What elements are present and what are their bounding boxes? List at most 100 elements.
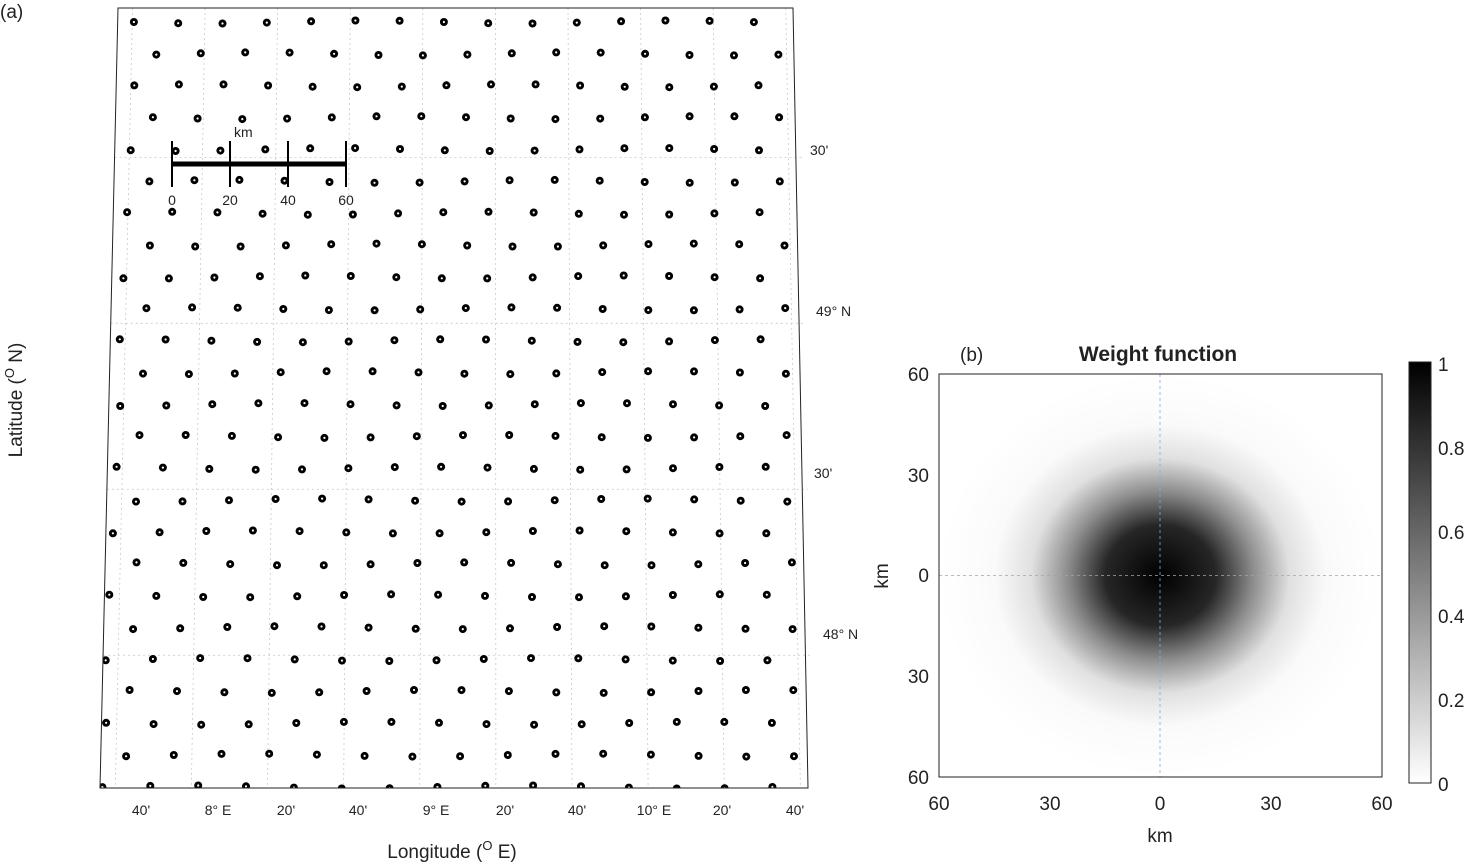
station-point-center — [601, 371, 604, 374]
station-point-center — [216, 211, 219, 214]
station-points — [100, 16, 812, 788]
station-point-center — [158, 531, 161, 534]
station-point-center — [508, 433, 511, 437]
station-point-center — [172, 753, 175, 757]
meridian-line — [267, 7, 279, 789]
station-point-center — [246, 657, 249, 660]
station-point-center — [182, 561, 185, 565]
station-point-center — [712, 85, 716, 88]
station-point-center — [810, 404, 812, 406]
x-tick-label: 30 — [1039, 794, 1060, 815]
station-point-center — [133, 84, 136, 87]
station-point-center — [463, 180, 466, 183]
station-point-center — [599, 51, 602, 54]
station-point-center — [719, 659, 722, 663]
station-point — [100, 305, 105, 314]
scale-bar-label: 40 — [280, 192, 296, 208]
station-point-center — [420, 243, 423, 246]
station-point-center — [603, 564, 606, 567]
station-point-center — [461, 434, 465, 437]
station-point-center — [744, 561, 747, 565]
station-point-center — [733, 181, 736, 184]
lat-tick-label: 30' — [814, 465, 832, 481]
station-point-center — [400, 85, 403, 88]
station-point-center — [483, 594, 487, 598]
station-point-center — [175, 690, 179, 693]
station-point-center — [697, 754, 700, 758]
station-point-center — [693, 436, 696, 439]
y-tick-label: 60 — [908, 768, 929, 789]
station-point-center — [264, 148, 267, 151]
station-point-center — [675, 720, 678, 724]
station-point-center — [126, 211, 129, 214]
y-axis-label: Latitude (O N) — [2, 343, 27, 458]
station-point — [807, 401, 808, 410]
station-point-center — [556, 625, 559, 629]
station-point-center — [369, 436, 372, 439]
station-point-center — [602, 752, 605, 755]
station-point-center — [650, 564, 653, 567]
station-point-center — [510, 306, 513, 309]
station-point — [802, 335, 808, 344]
station-point-center — [713, 339, 717, 342]
map-frame — [99, 7, 809, 789]
longitude-ticks: 40' 8° E 20' 40' 9° E 20' 40' 10° E 20' … — [132, 802, 804, 818]
station-point-center — [415, 435, 418, 438]
station-point-center — [390, 593, 393, 596]
station-point-center — [330, 243, 333, 246]
station-point-center — [165, 404, 168, 407]
station-point-center — [784, 307, 787, 310]
station-point-center — [697, 563, 700, 566]
station-point-center — [509, 373, 512, 376]
station-point-center — [345, 531, 348, 534]
station-point-center — [643, 116, 647, 119]
station-point-center — [509, 117, 512, 120]
station-point-center — [713, 147, 716, 151]
station-point-center — [279, 371, 282, 374]
scale-bar: km 0 20 40 60 — [168, 124, 354, 208]
station-point-center — [649, 753, 653, 756]
station-point-center — [107, 115, 110, 118]
station-point-center — [288, 51, 291, 54]
station-point-center — [757, 84, 760, 87]
station-point-center — [167, 277, 170, 280]
station-point-center — [485, 531, 488, 534]
station-point-center — [600, 436, 603, 439]
station-point-center — [318, 691, 321, 694]
meridian-line — [190, 7, 206, 789]
station-point-center — [437, 721, 441, 724]
station-point-center — [354, 19, 357, 22]
station-point-center — [718, 593, 721, 596]
station-point-center — [553, 178, 556, 181]
station-point — [799, 147, 808, 155]
meridian-line — [785, 7, 801, 789]
station-point-center — [622, 213, 626, 216]
meridian-line — [567, 7, 573, 789]
x-ticks: 60 30 0 30 60 — [928, 794, 1392, 815]
station-point-center — [103, 181, 106, 184]
station-point-center — [625, 402, 629, 405]
station-point — [104, 112, 113, 121]
station-point-center — [532, 784, 535, 787]
station-point-center — [226, 625, 229, 629]
station-point-center — [443, 149, 446, 152]
station-point-center — [306, 213, 309, 216]
station-point-center — [792, 755, 796, 758]
station-point-center — [603, 625, 606, 628]
station-point-center — [177, 22, 180, 25]
station-point-center — [179, 627, 182, 630]
lon-tick-label: 20' — [277, 802, 295, 818]
station-point-center — [555, 372, 558, 375]
station-point-center — [532, 211, 535, 214]
station-point-center — [286, 117, 289, 120]
station-point-center — [298, 530, 301, 533]
latitude-ticks: 30' 49° N 30' 48° N — [810, 142, 858, 642]
x-tick-label: 0 — [1155, 794, 1166, 815]
station-point-center — [770, 721, 774, 725]
station-point-center — [145, 307, 148, 310]
station-point-center — [647, 243, 650, 246]
station-point-center — [221, 22, 224, 25]
station-point-center — [440, 277, 443, 280]
station-point-center — [797, 22, 800, 25]
station-point-center — [311, 85, 314, 88]
